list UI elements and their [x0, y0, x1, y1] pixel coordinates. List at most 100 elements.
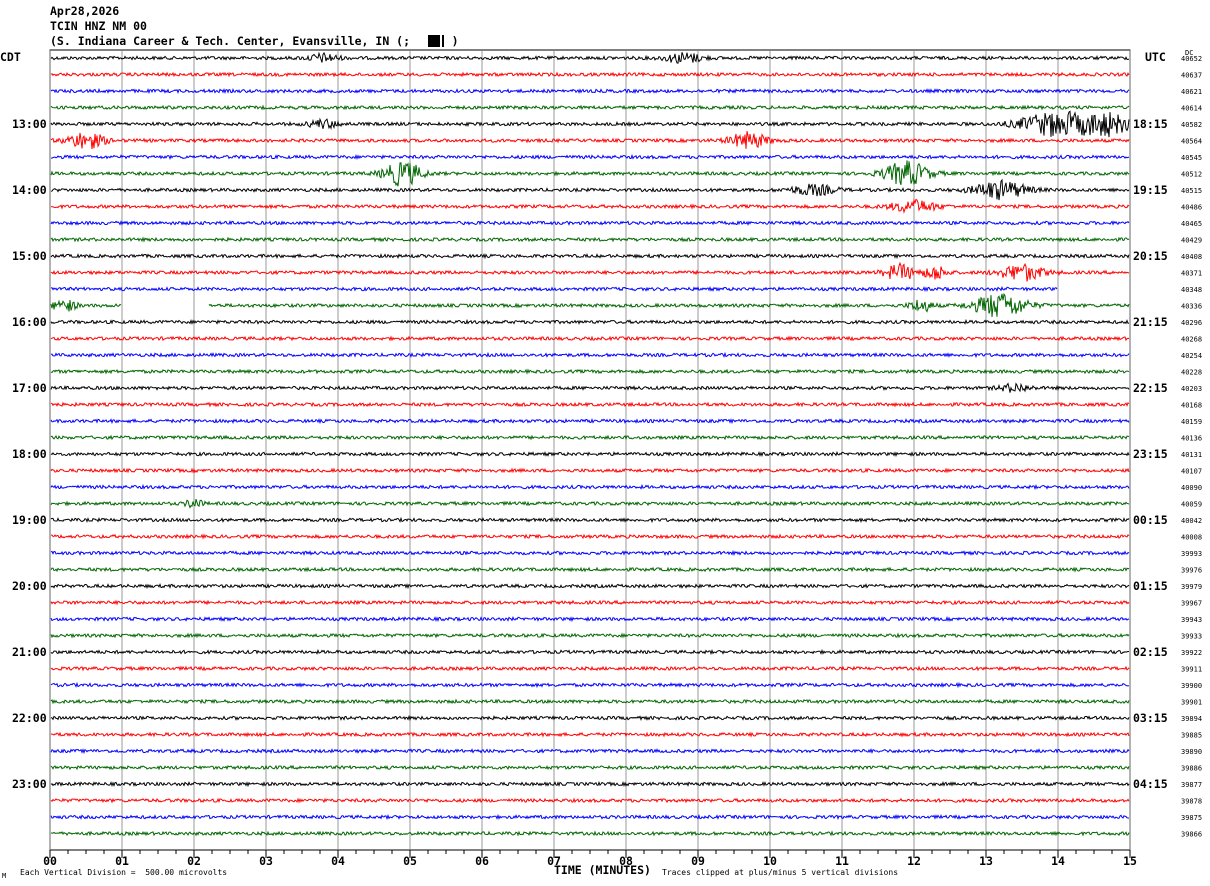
x-tick-label: 01 [115, 854, 129, 868]
dc-value: 40107 [1181, 468, 1202, 476]
x-tick-label: 09 [691, 854, 705, 868]
vertical-division-note: Each Vertical Division = 500.00 microvol… [20, 868, 228, 877]
dc-value: 39911 [1181, 666, 1202, 674]
trace-45 [50, 797, 1130, 804]
corner-mark: M [2, 872, 7, 880]
trace-39 [50, 698, 1130, 705]
dc-value: 40429 [1181, 237, 1202, 245]
trace-42 [50, 748, 1130, 755]
trace-14 [50, 286, 1058, 293]
trace-18 [50, 351, 1130, 359]
dc-value: 40042 [1181, 517, 1202, 525]
dc-value: 39979 [1181, 583, 1202, 591]
x-tick-label: 06 [475, 854, 489, 868]
trace-1 [50, 71, 1130, 78]
left-hour-label: 20:00 [12, 579, 47, 593]
dc-value: 40564 [1181, 138, 1202, 146]
trace-9 [51, 198, 1130, 214]
left-hour-label: 23:00 [12, 777, 47, 791]
trace-37 [50, 665, 1130, 672]
dc-value: 39976 [1181, 567, 1202, 575]
right-hour-label: 02:15 [1133, 645, 1168, 659]
dc-value: 40268 [1181, 336, 1202, 344]
dc-value: 40512 [1181, 171, 1202, 179]
clipping-note: Traces clipped at plus/minus 5 vertical … [662, 868, 899, 877]
trace-41 [50, 731, 1130, 738]
trace-34 [50, 615, 1130, 623]
dc-value: 39875 [1181, 814, 1202, 822]
trace-13 [50, 261, 1130, 282]
header-station: TCIN HNZ NM 00 [50, 19, 147, 33]
dc-value: 40136 [1181, 435, 1202, 443]
right-hour-label: 22:15 [1133, 381, 1168, 395]
x-tick-label: 14 [1051, 854, 1065, 868]
station-logo-icon [428, 35, 444, 47]
trace-26 [50, 483, 1130, 491]
x-axis-label: TIME (MINUTES) [554, 863, 651, 877]
left-hour-label: 15:00 [12, 249, 47, 263]
dc-value: 40582 [1181, 121, 1202, 129]
trace-2 [50, 87, 1130, 95]
trace-47 [50, 830, 1130, 837]
trace-23 [50, 434, 1130, 441]
dc-value: 40348 [1181, 286, 1202, 294]
dc-value: 40614 [1181, 105, 1202, 113]
trace-30 [50, 549, 1130, 557]
trace-3 [50, 104, 1130, 111]
trace-31 [50, 566, 1130, 573]
trace-22 [50, 417, 1130, 425]
left-hour-label: 22:00 [12, 711, 47, 725]
trace-10 [50, 219, 1130, 226]
x-tick-label: 15 [1123, 854, 1137, 868]
right-hour-label: 20:15 [1133, 249, 1168, 263]
left-hour-label: 16:00 [12, 315, 47, 329]
dc-value: 39943 [1181, 616, 1202, 624]
x-tick-label: 02 [187, 854, 201, 868]
dc-value: 39993 [1181, 550, 1202, 558]
dc-value: 40008 [1181, 534, 1202, 542]
x-tick-label: 05 [403, 854, 417, 868]
trace-32 [50, 582, 1130, 590]
x-tick-label: 00 [43, 854, 57, 868]
dc-value: 40296 [1181, 319, 1202, 327]
dc-value: 40090 [1181, 484, 1202, 492]
x-tick-label: 08 [619, 854, 633, 868]
trace-17 [50, 335, 1130, 342]
dc-value: 39878 [1181, 798, 1202, 806]
dc-value: 39933 [1181, 633, 1202, 641]
trace-33 [50, 599, 1130, 606]
left-hour-label: 21:00 [12, 645, 47, 659]
dc-value: 40228 [1181, 369, 1202, 377]
trace-27 [50, 498, 1130, 509]
dc-value: 40168 [1181, 402, 1202, 410]
x-tick-label: 11 [835, 854, 849, 868]
trace-5 [50, 131, 1130, 149]
left-hour-label: 17:00 [12, 381, 47, 395]
left-hour-label: 14:00 [12, 183, 47, 197]
trace-38 [50, 681, 1130, 689]
dc-value: 40059 [1181, 501, 1202, 509]
dc-value: 40408 [1181, 253, 1202, 261]
right-timezone-label: UTC [1145, 50, 1166, 64]
right-hour-label: 04:15 [1133, 777, 1168, 791]
dc-value: 40652 [1181, 55, 1202, 63]
dc-value: 39900 [1181, 682, 1202, 690]
trace-19 [50, 368, 1130, 375]
trace-43 [50, 764, 1130, 771]
dc-value: 40621 [1181, 88, 1202, 96]
dc-value: 40254 [1181, 352, 1202, 360]
trace-35 [50, 632, 1130, 639]
trace-15 [50, 292, 1130, 318]
trace-28 [50, 516, 1130, 524]
trace-6 [50, 153, 1130, 161]
left-hour-label: 13:00 [12, 117, 47, 131]
right-hour-label: 21:15 [1133, 315, 1168, 329]
right-hour-label: 03:15 [1133, 711, 1168, 725]
trace-24 [50, 451, 1130, 458]
dc-value: 40637 [1181, 72, 1202, 80]
x-tick-label: 03 [259, 854, 273, 868]
dc-value: 39890 [1181, 748, 1202, 756]
dc-value: 39877 [1181, 781, 1202, 789]
plot-frame [49, 49, 1131, 851]
